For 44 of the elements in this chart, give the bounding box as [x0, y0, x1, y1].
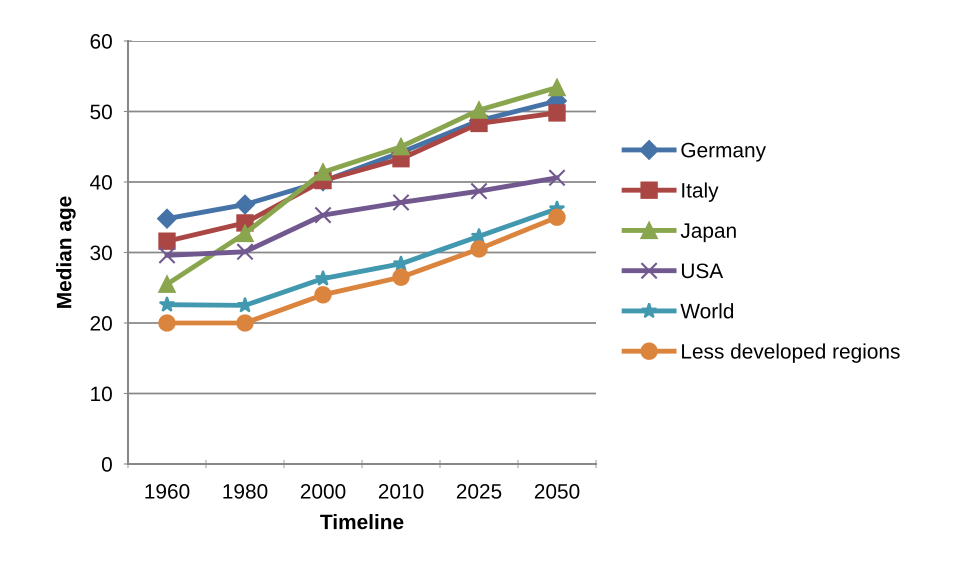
- point: [236, 243, 254, 260]
- y-tick-label: 40: [90, 175, 112, 190]
- y-tick-label: 10: [91, 386, 112, 402]
- legend-label: Less developed regions: [682, 343, 900, 363]
- point: [158, 246, 176, 264]
- point: [157, 208, 177, 229]
- point: [548, 104, 566, 122]
- point: [314, 286, 332, 304]
- legend-label: Italy: [682, 182, 719, 202]
- x-tick-label: 2000: [300, 484, 346, 499]
- point: [158, 232, 176, 250]
- y-tick-label: 0: [102, 457, 112, 472]
- legend-label: Japan: [680, 223, 736, 242]
- point: [548, 208, 566, 226]
- point: [392, 138, 410, 156]
- x-tick-label: 2010: [378, 484, 424, 499]
- legend-label: World: [680, 303, 734, 318]
- point: [158, 296, 176, 312]
- y-tick-label: 20: [90, 316, 112, 331]
- x-tick-label: 1960: [145, 484, 190, 499]
- x-axis-title: Timeline: [320, 514, 404, 530]
- point: [235, 194, 255, 214]
- y-tick-label: 30: [90, 246, 112, 260]
- point: [548, 78, 566, 96]
- point: [470, 101, 488, 119]
- point: [470, 182, 488, 200]
- x-tick-label: 2025: [456, 484, 502, 499]
- point: [158, 314, 176, 332]
- x-tick-label: 1980: [223, 484, 268, 499]
- point: [236, 314, 254, 332]
- point: [548, 169, 566, 186]
- legend-label: Germany: [681, 142, 766, 162]
- point: [236, 224, 254, 242]
- y-tick-label: 50: [90, 104, 112, 120]
- point: [158, 276, 176, 293]
- legend-label: USA: [682, 263, 724, 278]
- point: [392, 268, 410, 286]
- point: [314, 163, 332, 181]
- x-tick-label: 2050: [534, 484, 580, 499]
- point: [314, 206, 332, 224]
- point: [392, 194, 410, 212]
- y-tick-label: 60: [90, 34, 112, 49]
- point: [470, 240, 488, 258]
- y-axis-title: Median age: [56, 196, 76, 308]
